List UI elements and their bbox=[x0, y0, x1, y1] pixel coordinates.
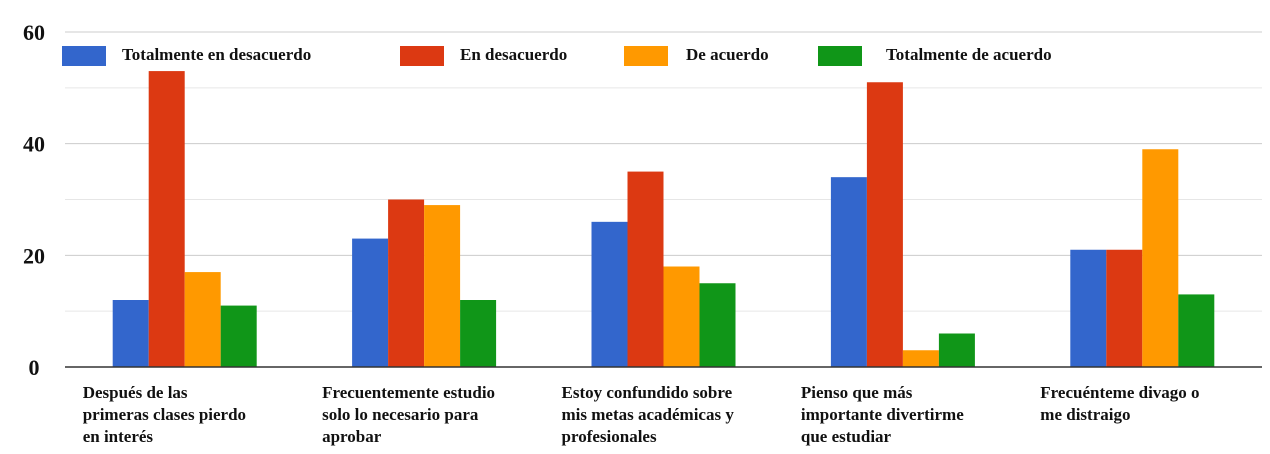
x-tick-label-line: importante divertirme bbox=[801, 405, 964, 424]
x-tick-label-line: en interés bbox=[83, 427, 154, 446]
x-tick-label-line: que estudiar bbox=[801, 427, 892, 446]
legend: Totalmente en desacuerdo En desacuerdo De … bbox=[62, 45, 1052, 66]
bar-totalmente-de-acuerdo bbox=[1178, 294, 1215, 367]
bar-totalmente-de-acuerdo bbox=[699, 283, 736, 367]
legend-label: Totalmente en desacuerdo bbox=[122, 45, 311, 64]
bar-de-acuerdo bbox=[424, 205, 461, 367]
x-tick-label: Frecuentemente estudio solo lo necesario … bbox=[322, 383, 495, 446]
legend-swatch bbox=[818, 46, 862, 66]
x-tick-label-line: profesionales bbox=[562, 427, 657, 446]
bar-en-desacuerdo bbox=[388, 199, 425, 367]
x-tick-label-line: Frecuénteme divago o bbox=[1040, 383, 1199, 402]
bar-en-desacuerdo bbox=[148, 71, 185, 367]
bars bbox=[112, 71, 1215, 367]
y-tick-label: 0 bbox=[29, 355, 40, 380]
x-tick-label: Después de las primeras clases pierdo en i… bbox=[83, 383, 246, 446]
legend-swatch bbox=[400, 46, 444, 66]
x-tick-label-line: mis metas académicas y bbox=[562, 405, 735, 424]
bar-totalmente-en-desacuerdo bbox=[830, 177, 867, 367]
x-tick-label-line: Estoy confundido sobre bbox=[562, 383, 733, 402]
bar-totalmente-de-acuerdo bbox=[938, 333, 975, 367]
bar-totalmente-en-desacuerdo bbox=[112, 300, 149, 367]
legend-swatch bbox=[62, 46, 106, 66]
x-tick-label-line: primeras clases pierdo bbox=[83, 405, 246, 424]
bar-totalmente-de-acuerdo bbox=[220, 305, 257, 367]
bar-de-acuerdo bbox=[1142, 149, 1179, 367]
x-tick-label-line: Pienso que más bbox=[801, 383, 913, 402]
x-tick-label: Frecuénteme divago o me distraigo bbox=[1040, 383, 1199, 424]
bar-totalmente-en-desacuerdo bbox=[1070, 249, 1107, 367]
legend-label: En desacuerdo bbox=[460, 45, 567, 64]
bar-totalmente-en-desacuerdo bbox=[591, 221, 628, 367]
x-tick-label-line: aprobar bbox=[322, 427, 382, 446]
bar-en-desacuerdo bbox=[1106, 249, 1143, 367]
category-labels: Después de las primeras clases pierdo en i… bbox=[83, 383, 1200, 446]
bar-en-desacuerdo bbox=[627, 171, 664, 367]
legend-label: De acuerdo bbox=[686, 45, 769, 64]
bar-totalmente-de-acuerdo bbox=[460, 300, 497, 367]
x-tick-label: Estoy confundido sobre mis metas académic… bbox=[562, 383, 735, 446]
x-tick-label-line: solo lo necesario para bbox=[322, 405, 479, 424]
y-axis-ticks: 0 20 40 60 bbox=[23, 20, 45, 380]
x-tick-label-line: me distraigo bbox=[1040, 405, 1130, 424]
y-tick-label: 60 bbox=[23, 20, 45, 45]
bar-de-acuerdo bbox=[663, 266, 700, 367]
legend-swatch bbox=[624, 46, 668, 66]
legend-label: Totalmente de acuerdo bbox=[886, 45, 1052, 64]
x-tick-label-line: Después de las bbox=[83, 383, 188, 402]
x-tick-label-line: Frecuentemente estudio bbox=[322, 383, 495, 402]
x-tick-label: Pienso que más importante divertirme que e… bbox=[801, 383, 964, 446]
bar-totalmente-en-desacuerdo bbox=[352, 238, 389, 367]
bar-de-acuerdo bbox=[902, 350, 939, 367]
bar-de-acuerdo bbox=[184, 272, 221, 367]
y-tick-label: 40 bbox=[23, 132, 45, 157]
y-tick-label: 20 bbox=[23, 243, 45, 268]
bar-en-desacuerdo bbox=[866, 82, 903, 367]
